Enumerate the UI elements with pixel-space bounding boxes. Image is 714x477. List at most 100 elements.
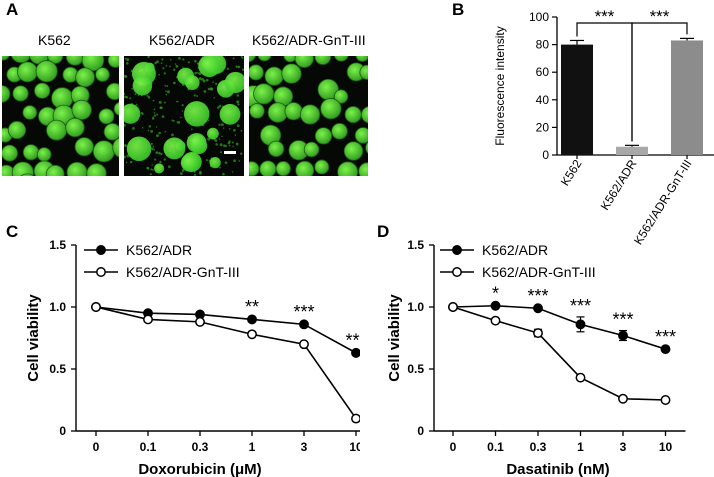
cell: [219, 103, 241, 125]
cell: [71, 99, 92, 120]
speckle: [219, 143, 223, 147]
speckle: [194, 173, 197, 176]
speckle: [131, 87, 134, 90]
speckle: [218, 166, 221, 169]
cell: [344, 106, 362, 124]
cell: [113, 101, 119, 116]
speckle: [226, 67, 229, 70]
speckle: [160, 152, 163, 156]
cell: [337, 161, 359, 176]
chart-b: 0 20 40 60 80 100 Fluorescence intensity K562 K5…: [493, 7, 714, 247]
x-axis-label: Doxorubicin (μM): [138, 461, 261, 477]
speckle: [232, 57, 235, 60]
speckle: [169, 65, 171, 68]
series-line: [452, 304, 666, 350]
speckle: [236, 124, 240, 128]
speckle: [124, 144, 127, 147]
data-point: [490, 300, 501, 311]
chart-c: 0 0.5 1.0 1.5 0 0.1 0.3 1 3 10 Doxorubicin (μM) Cel…: [25, 238, 360, 477]
speckle: [164, 84, 167, 87]
cell: [275, 161, 291, 176]
speckle: [176, 100, 178, 103]
cell: [34, 82, 51, 99]
speckle: [214, 139, 218, 143]
x-tick-label: 0: [450, 440, 457, 454]
y-tick-label: 20: [536, 120, 550, 134]
speckle: [150, 129, 153, 133]
cell: [249, 64, 264, 81]
speckle: [151, 168, 154, 171]
y-tick-label: 0: [542, 148, 549, 162]
cell: [207, 127, 219, 140]
speckle: [153, 114, 156, 117]
speckle: [207, 119, 210, 122]
speckle: [153, 108, 156, 111]
bar: [671, 40, 703, 155]
cell: [20, 173, 35, 176]
speckle: [168, 165, 171, 168]
speckle: [163, 158, 166, 161]
cell: [361, 106, 368, 124]
significance-label: *: [492, 284, 499, 304]
cell: [331, 122, 348, 140]
speckle: [238, 160, 241, 162]
panel-a-label-k562-adr: K562/ADR: [149, 32, 216, 48]
cell: [257, 56, 272, 62]
speckle: [165, 64, 168, 67]
speckle: [153, 112, 156, 114]
panel-a-label-k562: K562: [38, 32, 71, 48]
speckle: [173, 81, 176, 85]
speckle: [147, 129, 150, 132]
cell: [365, 141, 368, 154]
significance-bracket: [631, 22, 688, 142]
data-point: [575, 372, 586, 383]
speckle: [187, 61, 190, 64]
speckle: [231, 141, 234, 144]
x-tick-label: 1: [577, 440, 584, 454]
speckle: [164, 101, 166, 104]
cell: [22, 144, 40, 161]
cell: [259, 160, 277, 176]
speckle: [209, 87, 213, 91]
cell: [81, 56, 105, 72]
speckle: [180, 116, 182, 119]
cell: [45, 164, 65, 176]
cell: [132, 76, 153, 96]
bar: [561, 44, 593, 155]
speckle: [196, 71, 198, 74]
cell: [154, 163, 165, 174]
significance-label: ***: [612, 310, 633, 330]
cell: [12, 85, 29, 102]
x-tick-label: 10: [349, 440, 360, 454]
data-point: [143, 314, 153, 325]
data-point: [660, 344, 671, 355]
speckle: [197, 72, 200, 74]
speckle: [194, 59, 197, 63]
cell: [355, 56, 368, 62]
speckle: [171, 133, 174, 137]
x-tick-label: 3: [620, 440, 627, 454]
speckle: [124, 57, 127, 60]
speckle: [134, 93, 137, 96]
speckle: [202, 79, 206, 83]
cell: [36, 147, 52, 162]
x-tick-label: 0: [93, 440, 100, 454]
speckle: [135, 103, 138, 106]
cell: [253, 83, 275, 105]
y-axis-label: Fluorescence intensity: [493, 26, 507, 145]
significance-label: ***: [293, 302, 314, 322]
speckle: [215, 143, 218, 146]
speckle: [219, 151, 223, 154]
speckle: [207, 137, 211, 141]
cell: [367, 56, 368, 58]
speckle: [173, 68, 176, 71]
speckle: [241, 56, 244, 59]
data-point: [660, 395, 671, 405]
speckle: [132, 126, 135, 130]
speckle: [165, 90, 167, 92]
cell: [358, 162, 368, 176]
cell: [294, 56, 314, 68]
speckle: [213, 97, 215, 99]
speckle: [170, 59, 172, 61]
speckle: [158, 100, 162, 104]
